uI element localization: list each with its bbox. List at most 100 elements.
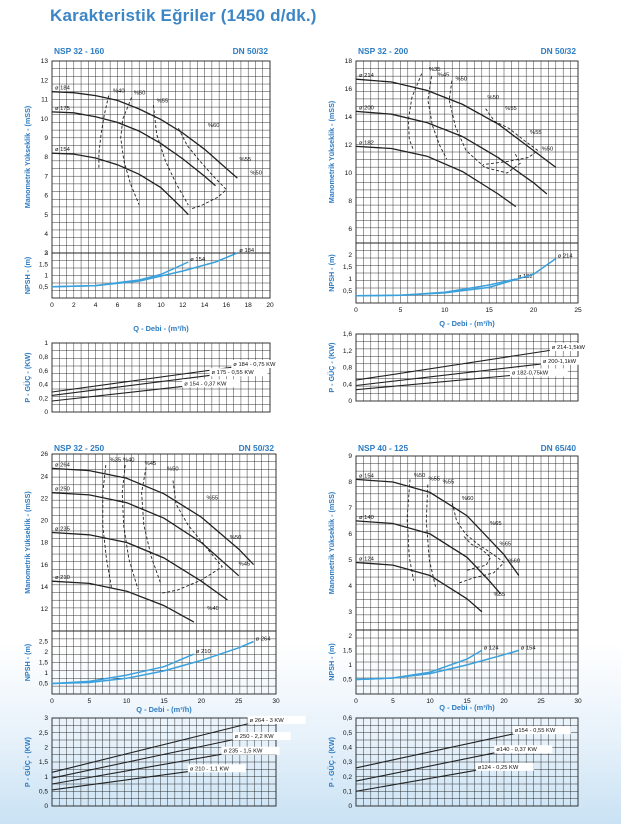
- power-tick-label: 0,1: [343, 789, 352, 796]
- power-tick-label: 1: [44, 774, 48, 781]
- efficiency-curve: [448, 80, 521, 174]
- power-curve: [51, 385, 189, 402]
- efficiency-curve: [482, 108, 539, 166]
- power-curve: [355, 751, 501, 782]
- efficiency-label: %50: [455, 77, 467, 83]
- x-axis-label: Q - Debi - (m³/h): [439, 319, 495, 328]
- efficiency-label: %55: [494, 592, 506, 598]
- power-tick-label: 1,6: [343, 331, 352, 338]
- npsh-curve-label: ø 214: [558, 254, 574, 260]
- npsh-curve: [51, 252, 238, 288]
- x-tick-label: 20: [530, 307, 538, 314]
- npsh-tick-label: 1,5: [39, 261, 48, 268]
- head-grid-frame: [51, 453, 277, 632]
- power-curve-label: ø 250 - 2,2 KW: [235, 734, 275, 740]
- head-curve: [51, 580, 195, 623]
- model-title: NSP 32 - 200: [358, 46, 408, 56]
- npsh-curve-label: ø 124: [484, 645, 500, 651]
- x-tick-label: 5: [399, 307, 403, 314]
- efficiency-label: %60: [208, 123, 220, 129]
- efficiency-label: %55: [239, 157, 251, 163]
- power-tick-label: 0,4: [343, 381, 352, 388]
- power-tick-label: 0,6: [39, 368, 48, 375]
- efficiency-label: %45: [145, 461, 157, 467]
- head-curve-label: ø 175: [55, 106, 70, 112]
- head-tick-label: 3: [44, 250, 48, 257]
- head-curve: [51, 91, 238, 179]
- efficiency-label: %60: [508, 558, 520, 564]
- x-axis-label: Q - Debi - (m³/h): [439, 703, 495, 712]
- power-axis-label: P - GÜÇ - (KW): [327, 736, 336, 787]
- npsh-tick-label: 1: [348, 662, 352, 669]
- power-tick-label: 1: [44, 340, 48, 347]
- head-axis-label: Manometrik Yükseklik - (mSS): [327, 100, 336, 203]
- head-curve: [355, 478, 520, 576]
- efficiency-curve: [407, 73, 423, 151]
- head-curve: [51, 531, 228, 601]
- npsh-tick-label: 1,5: [39, 660, 48, 667]
- power-axis-label: P - GÜÇ - (KW): [23, 736, 32, 787]
- head-tick-label: 12: [41, 606, 49, 613]
- head-tick-label: 8: [348, 479, 352, 486]
- efficiency-label: %50: [250, 170, 262, 176]
- npsh-axis-label: NPSH - (m): [23, 643, 32, 681]
- head-curve-label: ø 124: [359, 556, 375, 562]
- npsh-tick-label: 0,5: [343, 288, 352, 295]
- power-curve-label: ø 175 - 0,55 KW: [212, 370, 255, 376]
- power-tick-label: 0,8: [39, 354, 48, 361]
- head-curve-label: ø 200: [359, 105, 374, 111]
- x-tick-label: 8: [137, 302, 141, 309]
- head-curve: [355, 145, 517, 208]
- x-tick-label: 15: [486, 307, 494, 314]
- x-tick-label: 25: [235, 698, 243, 705]
- power-curve: [355, 732, 519, 769]
- head-tick-label: 9: [44, 135, 48, 142]
- head-tick-label: 6: [348, 531, 352, 538]
- power-tick-label: 0,2: [39, 395, 48, 402]
- power-tick-label: 0,4: [343, 745, 352, 752]
- x-tick-label: 30: [272, 698, 280, 705]
- power-curve: [51, 374, 216, 396]
- power-label-bg: [512, 726, 571, 735]
- npsh-axis-label: NPSH - (m): [327, 643, 336, 681]
- efficiency-label: %60: [462, 496, 474, 502]
- head-tick-label: 5: [348, 557, 352, 564]
- head-curve-label: ø 250: [55, 487, 70, 493]
- x-tick-label: 20: [500, 698, 508, 705]
- power-curve-label: ø 210 - 1,1 KW: [190, 766, 230, 772]
- head-curve: [355, 520, 501, 595]
- x-tick-label: 14: [201, 302, 209, 309]
- npsh-curve-label: ø 210: [196, 649, 211, 655]
- npsh-curve: [355, 649, 520, 681]
- x-tick-label: 15: [160, 698, 168, 705]
- head-tick-label: 14: [41, 584, 49, 591]
- npsh-tick-label: 2,5: [39, 639, 48, 646]
- power-label-bg: [247, 715, 306, 724]
- head-tick-label: 20: [41, 518, 49, 525]
- efficiency-label: %65: [490, 521, 502, 527]
- efficiency-label: %50: [414, 473, 426, 479]
- power-tick-label: 0: [44, 803, 48, 810]
- head-axis-label: Manometrik Yükseklik - (mSS): [327, 491, 336, 594]
- efficiency-curve: [98, 95, 110, 169]
- power-label-bg: [231, 359, 290, 368]
- npsh-tick-label: 2: [348, 252, 352, 259]
- x-tick-label: 10: [441, 307, 449, 314]
- efficiency-label: %50: [542, 147, 554, 153]
- head-curve: [51, 467, 255, 566]
- power-label-bg: [182, 379, 241, 388]
- efficiency-label: %55: [443, 479, 455, 485]
- power-label-bg: [221, 746, 280, 755]
- x-tick-label: 5: [87, 698, 91, 705]
- efficiency-label: %40: [113, 89, 125, 95]
- npsh-axis-label: NPSH - (m): [327, 254, 336, 292]
- page-title: Karakteristik Eğriler (1450 d/dk.): [50, 6, 317, 25]
- power-curve: [355, 362, 547, 387]
- power-curve-label: ø124 - 0,25 KW: [478, 765, 519, 771]
- head-curve: [51, 111, 216, 187]
- efficiency-label: %35: [109, 458, 121, 464]
- chart-panel-4: NSP 40 - 125 DN 65/40 9 8 7 6 5 4 3 ø 154 ø 140 ø 1…: [327, 443, 582, 810]
- head-tick-label: 13: [41, 58, 49, 65]
- head-tick-label: 4: [348, 583, 352, 590]
- x-tick-label: 20: [266, 302, 274, 309]
